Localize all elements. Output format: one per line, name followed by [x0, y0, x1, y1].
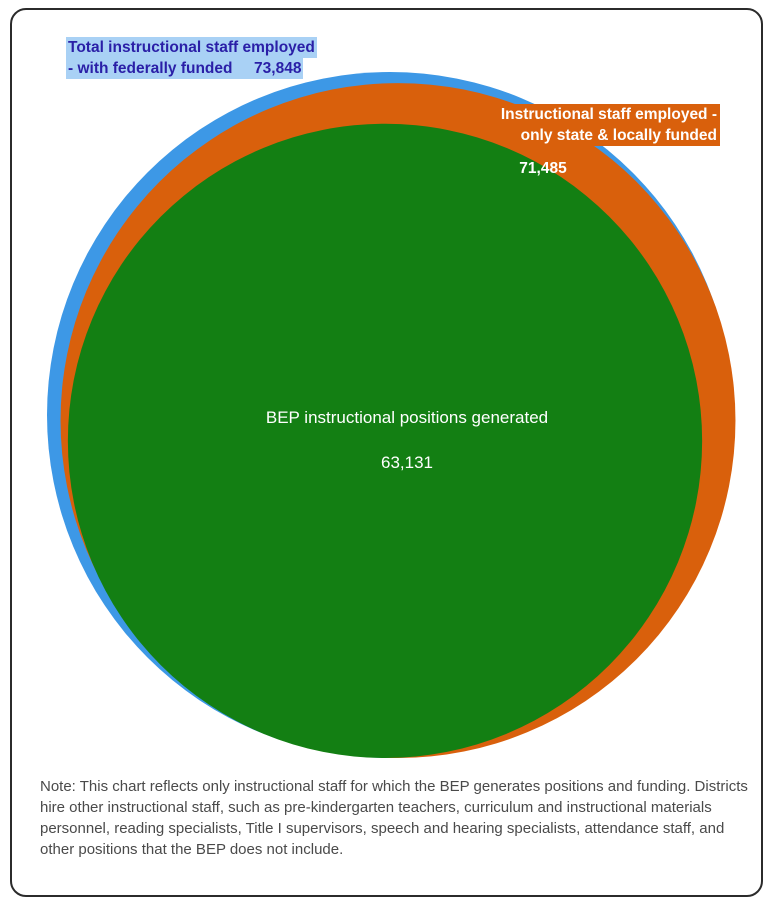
label-bep-positions: BEP instructional positions generated	[265, 408, 549, 427]
label-state-local-staff: Instructional staff employed - only stat…	[452, 104, 720, 146]
label-total-staff-line1: Total instructional staff employed	[66, 37, 317, 58]
label-total-staff: Total instructional staff employed - wit…	[66, 37, 374, 87]
value-total-staff: 73,848	[254, 60, 302, 77]
label-state-local-line1: Instructional staff employed -	[497, 104, 720, 125]
chart-note: Note: This chart reflects only instructi…	[40, 778, 748, 858]
value-bep-positions: 63,131	[381, 453, 433, 472]
circle-bep-positions	[67, 123, 703, 758]
label-total-staff-line2: - with federally funded	[68, 60, 233, 77]
value-state-local-staff: 71,485	[519, 160, 567, 177]
label-state-local-line2: only state & locally funded	[517, 125, 720, 146]
